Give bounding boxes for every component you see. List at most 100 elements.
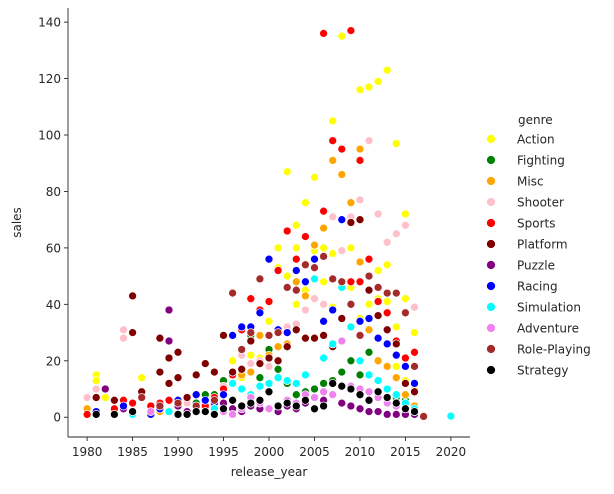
data-point	[291, 266, 301, 275]
data-point	[346, 384, 356, 394]
data-point	[264, 353, 274, 363]
data-point	[410, 407, 419, 416]
data-point	[255, 395, 265, 405]
legend-marker	[486, 155, 496, 165]
data-point	[346, 277, 356, 287]
data-point	[337, 314, 347, 323]
data-point	[337, 398, 347, 408]
data-point	[401, 294, 410, 304]
data-point	[237, 322, 247, 332]
legend-item: Fighting	[486, 154, 565, 168]
data-point	[346, 198, 356, 208]
data-point	[373, 297, 383, 306]
data-point	[301, 291, 310, 301]
legend-label: Role-Playing	[517, 343, 591, 357]
x-tick-label: 2000	[254, 445, 285, 459]
legend-marker	[486, 176, 496, 186]
data-point	[264, 297, 274, 306]
data-point	[264, 379, 274, 388]
legend-label: Platform	[517, 238, 568, 252]
legend-label: Action	[517, 133, 555, 147]
data-point	[391, 410, 401, 419]
data-point	[401, 362, 410, 371]
data-point	[301, 333, 310, 343]
data-point	[364, 271, 374, 281]
data-point	[391, 390, 401, 400]
data-point	[328, 305, 338, 315]
data-point	[391, 339, 401, 349]
data-point	[228, 356, 237, 366]
data-point	[410, 302, 419, 312]
data-point	[182, 410, 192, 419]
data-point	[364, 314, 374, 323]
x-tick-label: 1990	[163, 445, 194, 459]
data-point	[319, 223, 328, 233]
data-point	[373, 311, 383, 320]
data-point	[355, 144, 365, 154]
data-point	[310, 274, 319, 284]
data-point	[364, 136, 374, 146]
legend-item: Adventure	[486, 322, 579, 336]
data-point	[82, 410, 92, 419]
data-point	[210, 367, 219, 377]
data-point	[346, 243, 356, 253]
y-tick-label: 40	[46, 298, 61, 312]
data-point	[355, 316, 365, 326]
data-point	[310, 240, 319, 250]
data-point	[346, 401, 356, 411]
legend-marker	[486, 323, 496, 333]
data-point	[282, 283, 292, 292]
data-point	[301, 232, 310, 241]
data-point	[219, 390, 228, 400]
data-point	[391, 362, 401, 371]
data-point	[310, 333, 319, 343]
legend-label: Fighting	[517, 154, 565, 168]
data-point	[346, 218, 356, 227]
data-point	[310, 384, 319, 394]
legend-marker	[486, 239, 496, 249]
data-point	[391, 139, 401, 148]
data-point	[391, 288, 401, 298]
legend-label: Shooter	[517, 196, 564, 210]
data-point	[237, 364, 247, 374]
data-point	[328, 136, 338, 146]
data-point	[210, 410, 219, 419]
legend-label: Simulation	[517, 301, 581, 315]
data-point	[264, 387, 274, 397]
data-point	[246, 294, 256, 304]
data-point	[273, 266, 283, 275]
data-point	[164, 353, 174, 363]
data-point	[91, 393, 101, 402]
data-point	[255, 308, 265, 318]
axes: 1980 1985 1990 1995 2000 2005 2010 2015 2020 0 20 4…	[10, 8, 470, 479]
data-point	[282, 398, 292, 408]
data-point	[228, 367, 237, 377]
data-point	[410, 328, 419, 337]
data-point	[328, 379, 338, 388]
legend-item: Shooter	[486, 196, 564, 210]
data-point	[264, 254, 274, 264]
data-point	[100, 384, 110, 394]
data-point	[310, 172, 319, 182]
data-point	[273, 373, 283, 383]
legend-label: Misc	[517, 175, 544, 189]
data-point	[382, 339, 392, 349]
data-point	[200, 359, 210, 368]
data-point	[291, 277, 301, 287]
data-point	[355, 404, 365, 414]
data-point	[364, 407, 374, 416]
data-point	[246, 398, 256, 408]
data-point	[382, 237, 392, 247]
legend-label: Adventure	[517, 322, 579, 336]
data-point	[401, 353, 410, 363]
data-point	[391, 229, 401, 239]
series-strategy	[91, 379, 419, 419]
data-point	[337, 277, 347, 287]
data-point	[246, 367, 256, 377]
legend-item: Puzzle	[486, 259, 555, 273]
data-point	[410, 347, 419, 357]
legend-marker	[486, 134, 496, 144]
data-point	[382, 288, 392, 298]
data-point	[319, 401, 328, 411]
